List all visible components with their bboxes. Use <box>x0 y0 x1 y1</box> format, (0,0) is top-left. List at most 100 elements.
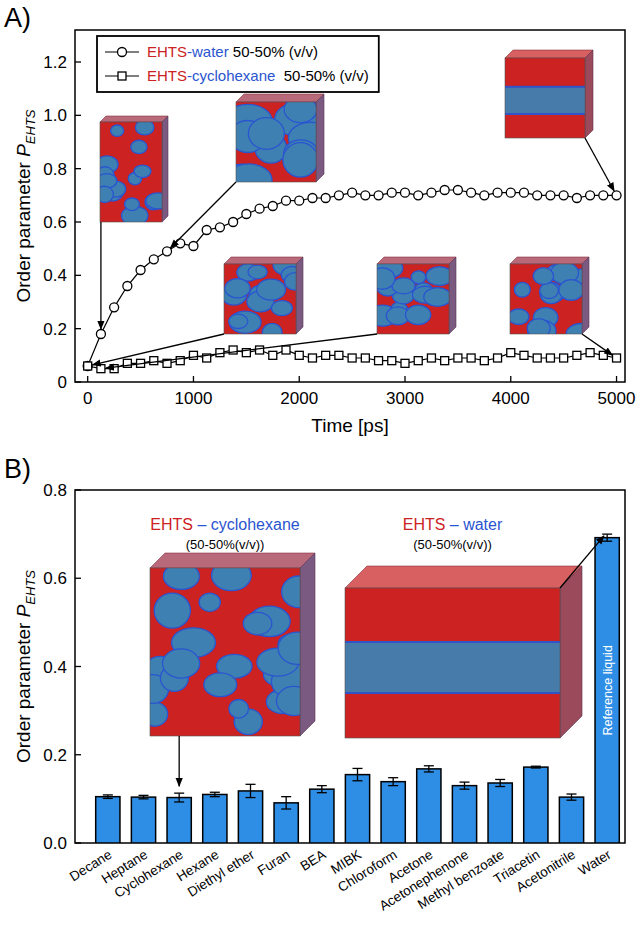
inset-sublabel: (50-50%(v/v)) <box>186 537 265 552</box>
error-cap <box>174 801 184 802</box>
series-marker <box>229 218 238 227</box>
y-tick-label: 0.2 <box>43 320 67 339</box>
y-tick <box>75 381 81 382</box>
error-cap <box>210 796 220 797</box>
text-part: – cyclohexane <box>193 516 300 533</box>
snapshot-domain <box>204 673 237 697</box>
y-tick-label: 0.8 <box>43 160 67 179</box>
series-marker <box>401 359 409 367</box>
error-cap <box>139 798 149 799</box>
y-tick <box>75 328 81 329</box>
snapshot-band <box>345 642 560 693</box>
series-marker <box>374 191 383 200</box>
series-marker <box>255 204 264 213</box>
series-marker <box>268 202 277 211</box>
y-tick-label: 0.0 <box>43 834 67 853</box>
series-marker <box>321 194 330 203</box>
text-part: 50-50% (v/v) <box>229 43 318 60</box>
plot-frame <box>75 490 625 843</box>
snapshot-edge <box>100 122 162 222</box>
bar <box>167 798 191 843</box>
error-cap <box>602 541 612 542</box>
snapshot-domain <box>229 311 261 333</box>
snapshot-domain <box>271 301 292 316</box>
snapshot-domain <box>510 309 529 325</box>
arrow <box>585 138 614 191</box>
snapshot-domain <box>533 268 553 285</box>
series-marker <box>560 354 568 362</box>
text-part: -water <box>187 43 229 60</box>
snapshot-domain <box>236 164 272 182</box>
snapshot <box>503 50 593 138</box>
snapshot-edge <box>377 264 449 334</box>
snapshot-face <box>100 122 162 222</box>
snapshot-side <box>300 553 315 736</box>
series-marker <box>401 188 410 197</box>
series-marker <box>520 351 528 359</box>
series-marker <box>572 194 581 203</box>
error-bar <box>174 793 184 802</box>
series-marker <box>202 226 211 235</box>
series-marker <box>613 354 621 362</box>
series-marker <box>83 362 92 371</box>
bar <box>452 786 476 843</box>
error-cap <box>495 786 505 787</box>
series-marker <box>480 191 489 200</box>
error-stem <box>500 779 501 786</box>
series-marker <box>414 191 423 200</box>
series-marker <box>519 188 528 197</box>
y-tick-label: 0.6 <box>43 569 67 588</box>
arrow <box>560 536 604 588</box>
snapshot-top <box>510 257 589 264</box>
error-bar <box>424 766 434 772</box>
marks <box>96 534 620 843</box>
y-tick-label: 1.2 <box>43 53 67 72</box>
x-tick <box>87 376 88 382</box>
snapshot-side <box>582 257 589 334</box>
inset-sublabel: (50-50%(v/v)) <box>413 537 492 552</box>
snapshot-edge <box>510 264 582 334</box>
error-bar <box>246 784 256 797</box>
snapshot-domain <box>163 649 200 678</box>
y-tick <box>75 168 81 169</box>
snapshot-domain <box>225 279 250 298</box>
x-tick-label: BEA <box>298 847 329 874</box>
error-cap <box>103 794 113 795</box>
series-marker <box>110 303 119 312</box>
x-tick-label: Acetonitrile <box>513 847 578 895</box>
snapshot-domain <box>150 702 168 726</box>
error-cap <box>174 792 184 793</box>
y-tick <box>75 842 81 843</box>
legend-marker <box>118 72 126 80</box>
series-marker <box>335 351 343 359</box>
text-part: EHTS <box>147 43 187 60</box>
snapshot-top <box>377 257 456 264</box>
x-tick-label: 1000 <box>175 389 213 408</box>
snapshot-domain <box>248 265 267 279</box>
bar <box>524 767 548 843</box>
text-part: -cyclohexane <box>187 67 275 84</box>
series-marker <box>282 346 290 354</box>
y-title-symbol: P <box>13 144 34 157</box>
snapshot-edge <box>345 588 560 738</box>
snapshot-side <box>162 116 168 222</box>
snapshot-top <box>100 116 168 122</box>
arrow <box>171 182 236 248</box>
x-tick-label: Diethyl ether <box>185 847 258 900</box>
series-marker <box>348 354 356 362</box>
snapshot-face <box>345 588 560 738</box>
snapshot-domain <box>229 700 249 719</box>
series-marker <box>427 188 436 197</box>
series-marker <box>282 196 291 205</box>
series-marker <box>506 188 515 197</box>
y-tick <box>75 61 81 62</box>
series-marker <box>533 191 542 200</box>
x-tick-label: 4000 <box>492 389 530 408</box>
snapshots: EHTS – cyclohexane(50-50%(v/v))EHTS – wa… <box>137 516 604 786</box>
error-cap <box>388 777 398 778</box>
series-marker <box>494 354 502 362</box>
x-tick-label: Water <box>576 847 614 879</box>
series-marker <box>110 365 118 373</box>
x-tick-label: 0 <box>83 389 92 408</box>
snapshot <box>368 257 456 334</box>
